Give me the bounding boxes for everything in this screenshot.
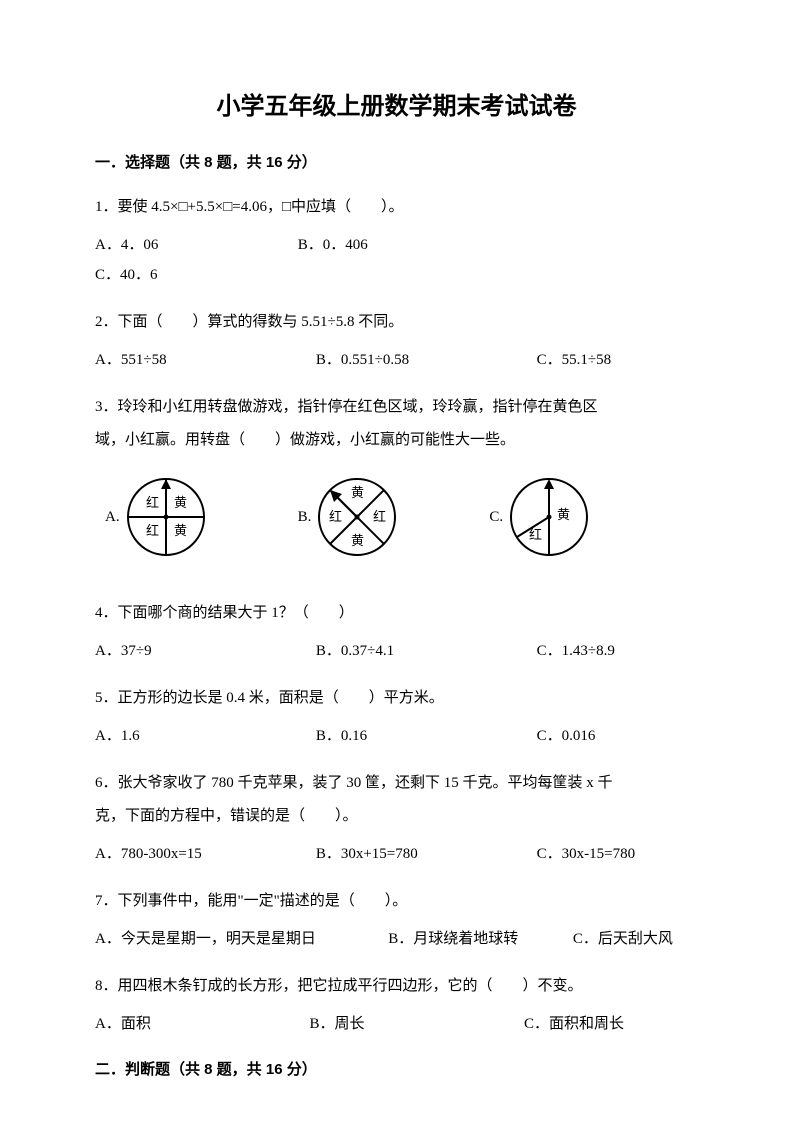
question-6-text-line1: 6．张大爷家收了 780 千克苹果，装了 30 筐，还剩下 15 千克。平均每筐… <box>95 767 698 800</box>
q6-option-a: A．780-300x=15 <box>95 839 312 869</box>
question-3-text-line1: 3．玲玲和小红用转盘做游戏，指针停在红色区域，玲玲赢，指针停在黄色区 <box>95 391 698 424</box>
q7-option-c: C．后天刮大风 <box>573 924 673 954</box>
q6-option-c: C．30x-15=780 <box>537 839 635 869</box>
question-7-text: 7．下列事件中，能用"一定"描述的是（ ）。 <box>95 885 698 918</box>
q8-option-a: A．面积 <box>95 1009 246 1039</box>
question-1-text: 1．要使 4.5×□+5.5×□=4.06，□中应填（ ）。 <box>95 191 698 224</box>
question-2-options: A．551÷58 B．0.551÷0.58 C．55.1÷58 <box>95 345 698 375</box>
spinner-option-a: A. 红 黄 红 黄 <box>105 475 208 559</box>
section-1-heading: 一．选择题（共 8 题，共 16 分） <box>95 152 698 173</box>
spinner-b-red-1: 红 <box>373 509 386 524</box>
question-7: 7．下列事件中，能用"一定"描述的是（ ）。 A．今天是星期一，明天是星期日 B… <box>95 885 698 954</box>
spinner-c-yellow: 黄 <box>557 507 570 522</box>
question-3: 3．玲玲和小红用转盘做游戏，指针停在红色区域，玲玲赢，指针停在黄色区 域，小红赢… <box>95 391 698 581</box>
q7-option-a: A．今天是星期一，明天是星期日 <box>95 924 384 954</box>
page-title: 小学五年级上册数学期末考试试卷 <box>95 90 698 124</box>
question-4-text: 4．下面哪个商的结果大于 1？（ ） <box>95 597 698 630</box>
q8-option-b: B．周长 <box>310 1009 461 1039</box>
q7-option-b: B．月球绕着地球转 <box>388 924 569 954</box>
spinner-option-b: B. 黄 红 黄 红 <box>298 475 400 559</box>
q5-option-b: B．0.16 <box>316 721 533 751</box>
spinner-b-label: B. <box>298 502 312 532</box>
question-1-options: A．4．06 B．0．406 C．40．6 <box>95 230 698 290</box>
spinner-b-icon: 黄 红 黄 红 <box>315 475 399 559</box>
question-8: 8．用四根木条钉成的长方形，把它拉成平行四边形，它的（ ）不变。 A．面积 B．… <box>95 970 698 1039</box>
q4-option-c: C．1.43÷8.9 <box>537 636 615 666</box>
q5-option-c: C．0.016 <box>537 721 596 751</box>
question-7-options: A．今天是星期一，明天是星期日 B．月球绕着地球转 C．后天刮大风 <box>95 924 698 954</box>
question-5-text: 5．正方形的边长是 0.4 米，面积是（ ）平方米。 <box>95 682 698 715</box>
q5-option-a: A．1.6 <box>95 721 312 751</box>
q4-option-b: B．0.37÷4.1 <box>316 636 533 666</box>
question-5-options: A．1.6 B．0.16 C．0.016 <box>95 721 698 751</box>
spinner-a-yellow-1: 黄 <box>174 495 187 510</box>
q2-option-a: A．551÷58 <box>95 345 312 375</box>
question-8-options: A．面积 B．周长 C．面积和周长 <box>95 1009 698 1039</box>
question-6-text-line2: 克，下面的方程中，错误的是（ ）。 <box>95 800 698 833</box>
spinner-option-c: C. 黄 红 <box>489 475 591 559</box>
q1-option-a: A．4．06 <box>95 230 294 260</box>
spinner-a-yellow-2: 黄 <box>174 523 187 538</box>
spinner-c-label: C. <box>489 502 503 532</box>
q1-option-c: C．40．6 <box>95 260 294 290</box>
question-4: 4．下面哪个商的结果大于 1？（ ） A．37÷9 B．0.37÷4.1 C．1… <box>95 597 698 666</box>
question-8-text: 8．用四根木条钉成的长方形，把它拉成平行四边形，它的（ ）不变。 <box>95 970 698 1003</box>
q6-option-b: B．30x+15=780 <box>316 839 533 869</box>
q4-option-a: A．37÷9 <box>95 636 312 666</box>
spinner-b-red-2: 红 <box>329 509 342 524</box>
q2-option-b: B．0.551÷0.58 <box>316 345 533 375</box>
q8-option-c: C．面积和周长 <box>524 1009 624 1039</box>
question-6-options: A．780-300x=15 B．30x+15=780 C．30x-15=780 <box>95 839 698 869</box>
question-5: 5．正方形的边长是 0.4 米，面积是（ ）平方米。 A．1.6 B．0.16 … <box>95 682 698 751</box>
question-1: 1．要使 4.5×□+5.5×□=4.06，□中应填（ ）。 A．4．06 B．… <box>95 191 698 290</box>
spinner-b-yellow-1: 黄 <box>351 485 364 500</box>
spinner-a-red-1: 红 <box>146 495 159 510</box>
question-2: 2．下面（ ）算式的得数与 5.51÷5.8 不同。 A．551÷58 B．0.… <box>95 306 698 375</box>
spinner-options-row: A. 红 黄 红 黄 B. 黄 <box>95 457 698 581</box>
question-2-text: 2．下面（ ）算式的得数与 5.51÷5.8 不同。 <box>95 306 698 339</box>
question-6: 6．张大爷家收了 780 千克苹果，装了 30 筐，还剩下 15 千克。平均每筐… <box>95 767 698 869</box>
section-2-heading: 二．判断题（共 8 题，共 16 分） <box>95 1059 698 1080</box>
question-4-options: A．37÷9 B．0.37÷4.1 C．1.43÷8.9 <box>95 636 698 666</box>
spinner-a-label: A. <box>105 502 120 532</box>
question-3-text-line2: 域，小红赢。用转盘（ ）做游戏，小红赢的可能性大一些。 <box>95 424 698 457</box>
q2-option-c: C．55.1÷58 <box>537 345 612 375</box>
spinner-a-icon: 红 黄 红 黄 <box>124 475 208 559</box>
spinner-c-icon: 黄 红 <box>507 475 591 559</box>
spinner-c-red: 红 <box>529 527 542 542</box>
spinner-a-red-2: 红 <box>146 523 159 538</box>
q1-option-b: B．0．406 <box>298 230 497 260</box>
spinner-b-yellow-2: 黄 <box>351 533 364 548</box>
